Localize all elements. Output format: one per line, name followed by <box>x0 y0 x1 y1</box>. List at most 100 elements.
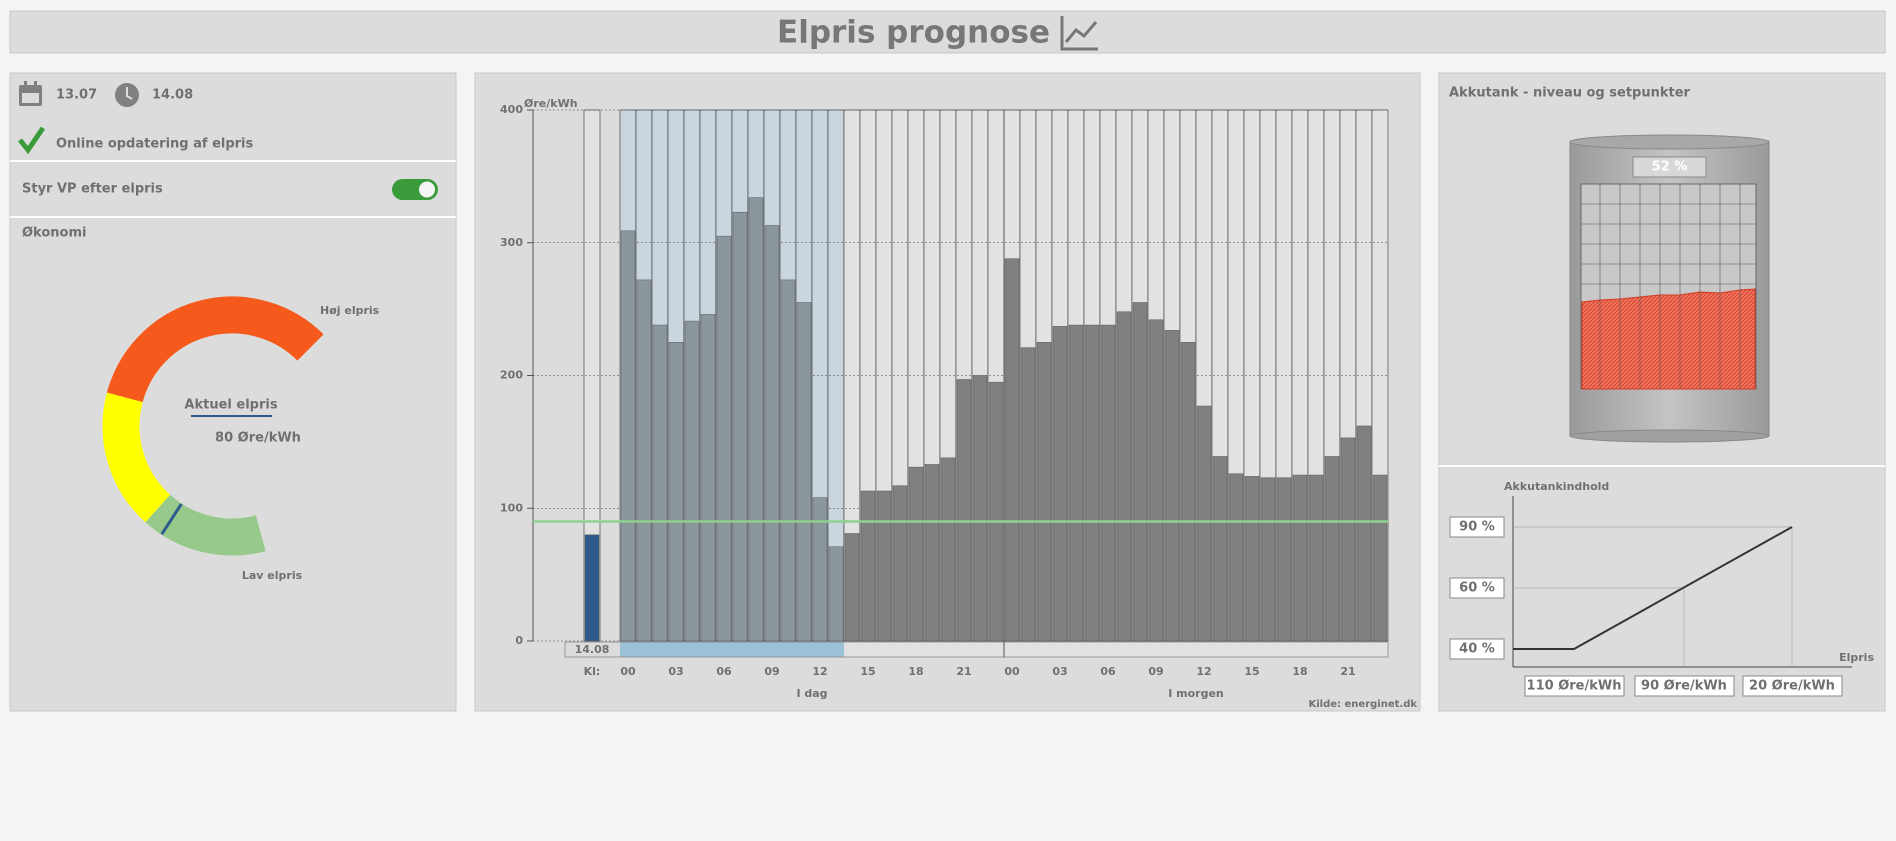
bar <box>988 381 1004 642</box>
bar <box>1372 474 1388 642</box>
y-tick-label: 0 <box>515 634 523 647</box>
x-tick-label: 00 <box>620 665 636 678</box>
time-strip <box>780 642 796 657</box>
bar <box>1308 474 1324 642</box>
day-label: I morgen <box>1168 687 1224 700</box>
time-strip <box>716 642 732 657</box>
tank-title: Akkutank - niveau og setpunkter <box>1449 86 1691 101</box>
bar <box>732 211 748 642</box>
x-tick-label: 03 <box>1052 665 1067 678</box>
bar <box>796 302 812 642</box>
source-label: Kilde: energinet.dk <box>1308 699 1417 710</box>
x-tick-label: 06 <box>1100 665 1116 678</box>
online-status: Online opdatering af elpris <box>56 137 254 152</box>
x-tick-label: 06 <box>716 665 732 678</box>
setpoint-y-label: 40 % <box>1459 642 1495 657</box>
x-prefix: Kl: <box>584 665 601 678</box>
time-strip <box>1148 642 1164 657</box>
time-strip <box>1324 642 1340 657</box>
bar <box>1004 258 1020 642</box>
date: 13.07 <box>56 88 97 103</box>
time-strip <box>1116 642 1132 657</box>
setpoint-y-label: 90 % <box>1459 520 1495 535</box>
y-axis-title: Øre/kWh <box>524 97 578 110</box>
tank-level: 52 % <box>1652 160 1688 175</box>
time-strip <box>1372 642 1388 657</box>
calendar-icon <box>19 81 42 106</box>
time-strip <box>1212 642 1228 657</box>
bar <box>1212 456 1228 642</box>
time-strip <box>972 642 988 657</box>
time-strip <box>1228 642 1244 657</box>
bar <box>1100 324 1116 642</box>
economy-title: Økonomi <box>22 226 86 241</box>
x-axis-title: Elpris <box>1839 651 1874 664</box>
time-strip <box>1244 642 1260 657</box>
x-tick-label: 00 <box>1004 665 1020 678</box>
time-strip <box>684 642 700 657</box>
check-icon <box>18 126 46 155</box>
bar <box>892 485 908 642</box>
bar <box>876 490 892 642</box>
bar <box>956 379 972 642</box>
bar <box>828 546 844 642</box>
time-strip <box>1292 642 1308 657</box>
time-strip <box>924 642 940 657</box>
setpoint-y-label: 60 % <box>1459 581 1495 596</box>
bar <box>812 497 828 642</box>
time-strip <box>732 642 748 657</box>
bar <box>940 457 956 642</box>
x-tick-label: 12 <box>1196 665 1211 678</box>
price-chart: Øre/kWh 0 100 200 300 400 00 03 06 09 12 15 18 21 00 03… <box>500 97 1417 710</box>
bar <box>1052 326 1068 642</box>
bar <box>748 197 764 642</box>
bar <box>1196 405 1212 642</box>
time-strip <box>988 642 1004 657</box>
bar <box>620 230 636 642</box>
time-strip <box>1020 642 1036 657</box>
left-panel <box>9 72 457 712</box>
y-tick-label: 100 <box>500 501 523 514</box>
time-strip <box>1036 642 1052 657</box>
setpoint-x-label: 110 Øre/kWh <box>1527 679 1622 694</box>
bar <box>780 279 796 642</box>
time-strip <box>1340 642 1356 657</box>
time-strip <box>796 642 812 657</box>
x-tick-label: 21 <box>1340 665 1355 678</box>
bar <box>1068 324 1084 642</box>
bar <box>908 466 924 642</box>
bar <box>1020 347 1036 642</box>
toggle[interactable] <box>392 179 438 200</box>
time-strip <box>1100 642 1116 657</box>
x-tick-label: 12 <box>812 665 827 678</box>
bar <box>1132 302 1148 642</box>
gauge-current-value: 80 Øre/kWh <box>215 431 301 446</box>
bar <box>700 314 716 642</box>
bar <box>1228 473 1244 642</box>
time-strip <box>876 642 892 657</box>
bar <box>972 375 988 642</box>
x-tick-label: 15 <box>860 665 875 678</box>
gauge-high-label: Høj elpris <box>320 304 380 317</box>
page-title: Elpris prognose <box>777 15 1050 51</box>
time-strip <box>1164 642 1180 657</box>
bar <box>860 490 876 642</box>
time-strip <box>1084 642 1100 657</box>
x-tick-label: 18 <box>1292 665 1307 678</box>
bar <box>1244 476 1260 642</box>
chart-icon <box>1060 16 1098 51</box>
gauge-segment <box>106 296 324 403</box>
bar <box>684 320 700 642</box>
bar <box>636 279 652 642</box>
time-strip <box>828 642 844 657</box>
setpoint-x-label: 20 Øre/kWh <box>1749 679 1835 694</box>
bar <box>1180 342 1196 642</box>
x-tick-label: 09 <box>764 665 779 678</box>
gauge-marker <box>160 503 183 536</box>
bar <box>1292 474 1308 642</box>
bar <box>1116 311 1132 642</box>
time-strip <box>1196 642 1212 657</box>
time-strip <box>940 642 956 657</box>
x-tick-label: 21 <box>956 665 971 678</box>
time-strip <box>668 642 684 657</box>
